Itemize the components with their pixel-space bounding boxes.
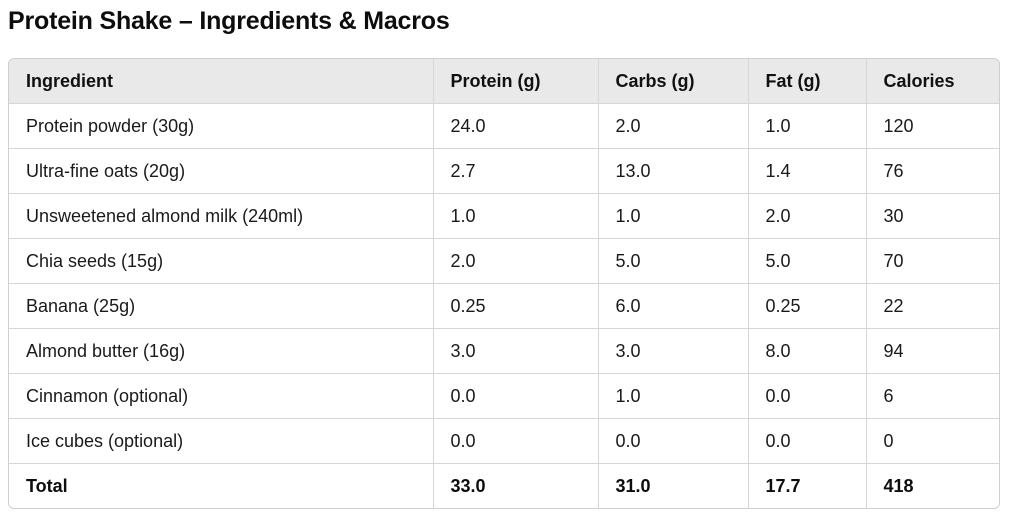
protein-cell: 0.0 <box>433 373 599 419</box>
ingredient-cell: Protein powder (30g) <box>9 103 434 149</box>
total-carbs: 31.0 <box>598 463 749 508</box>
fat-cell: 2.0 <box>748 193 867 239</box>
carbs-cell: 1.0 <box>598 373 749 419</box>
carbs-cell: 13.0 <box>598 148 749 194</box>
header-carbs: Carbs (g) <box>598 59 749 104</box>
fat-cell: 0.0 <box>748 373 867 419</box>
protein-cell: 0.0 <box>433 418 599 464</box>
table-row: Banana (25g) 0.25 6.0 0.25 22 <box>9 283 999 329</box>
calories-cell: 30 <box>866 193 999 239</box>
protein-cell: 1.0 <box>433 193 599 239</box>
total-calories: 418 <box>883 475 914 496</box>
table-row: Protein powder (30g) 24.0 2.0 1.0 120 <box>9 103 999 149</box>
header-protein: Protein (g) <box>433 59 599 104</box>
ingredient-cell: Cinnamon (optional) <box>9 373 434 419</box>
macros-table: Ingredient Protein (g) Carbs (g) Fat (g)… <box>9 59 999 508</box>
calories-cell: 120 <box>866 103 999 149</box>
total-protein: 33.0 <box>433 463 599 508</box>
carbs-cell: 0.0 <box>598 418 749 464</box>
ingredient-cell: Chia seeds (15g) <box>9 238 434 284</box>
protein-cell: 2.0 <box>433 238 599 284</box>
ingredient-cell: Ice cubes (optional) <box>9 418 434 464</box>
fat-cell: 0.25 <box>748 283 867 329</box>
protein-cell: 3.0 <box>433 328 599 374</box>
macros-table-container: Ingredient Protein (g) Carbs (g) Fat (g)… <box>8 58 1000 509</box>
protein-cell: 24.0 <box>433 103 599 149</box>
header-calories: Calories <box>866 59 999 104</box>
carbs-cell: 3.0 <box>598 328 749 374</box>
table-row: Ice cubes (optional) 0.0 0.0 0.0 0 <box>9 418 999 464</box>
calories-cell: 0 <box>866 418 999 464</box>
calories-cell: 6 <box>866 373 999 419</box>
protein-cell: 0.25 <box>433 283 599 329</box>
table-row: Cinnamon (optional) 0.0 1.0 0.0 6 <box>9 373 999 419</box>
table-header-row: Ingredient Protein (g) Carbs (g) Fat (g)… <box>9 59 999 104</box>
header-fat: Fat (g) <box>748 59 867 104</box>
page-title: Protein Shake – Ingredients & Macros <box>8 7 450 35</box>
table-row: Unsweetened almond milk (240ml) 1.0 1.0 … <box>9 193 999 239</box>
fat-cell: 1.4 <box>748 148 867 194</box>
table-row: Almond butter (16g) 3.0 3.0 8.0 94 <box>9 328 999 374</box>
table-row: Chia seeds (15g) 2.0 5.0 5.0 70 <box>9 238 999 284</box>
ingredient-cell: Ultra-fine oats (20g) <box>9 148 434 194</box>
protein-cell: 2.7 <box>433 148 599 194</box>
calories-cell: 70 <box>866 238 999 284</box>
carbs-cell: 5.0 <box>598 238 749 284</box>
ingredient-cell: Unsweetened almond milk (240ml) <box>9 193 434 239</box>
total-row: Total 33.0 31.0 17.7 418 <box>9 463 999 508</box>
total-label: Total <box>9 463 434 508</box>
total-fat: 17.7 <box>748 463 867 508</box>
carbs-cell: 1.0 <box>598 193 749 239</box>
calories-cell: 22 <box>866 283 999 329</box>
calories-cell: 94 <box>866 328 999 374</box>
fat-cell: 8.0 <box>748 328 867 374</box>
fat-cell: 5.0 <box>748 238 867 284</box>
ingredient-cell: Almond butter (16g) <box>9 328 434 374</box>
table-row: Ultra-fine oats (20g) 2.7 13.0 1.4 76 <box>9 148 999 194</box>
header-ingredient: Ingredient <box>9 59 434 104</box>
carbs-cell: 2.0 <box>598 103 749 149</box>
carbs-cell: 6.0 <box>598 283 749 329</box>
calories-cell: 76 <box>866 148 999 194</box>
fat-cell: 1.0 <box>748 103 867 149</box>
ingredient-cell: Banana (25g) <box>9 283 434 329</box>
fat-cell: 0.0 <box>748 418 867 464</box>
